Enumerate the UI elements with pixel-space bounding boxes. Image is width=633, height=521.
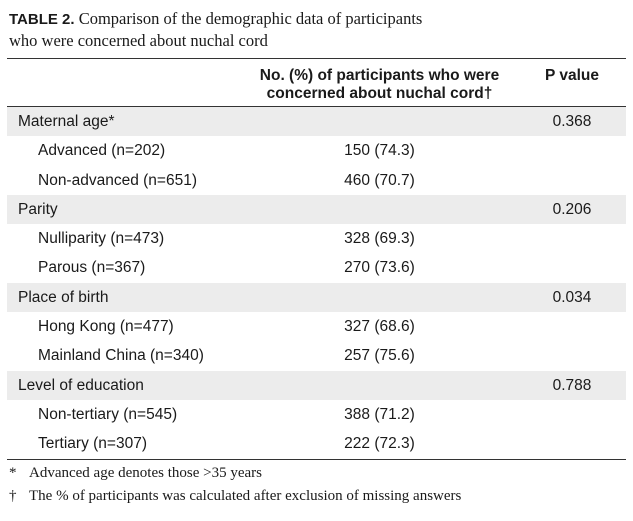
table-row: Tertiary (n=307) 222 (72.3) xyxy=(7,429,626,458)
table-row: Advanced (n=202) 150 (74.3) xyxy=(7,136,626,165)
caption-text-line1: Comparison of the demographic data of pa… xyxy=(74,9,423,28)
footnote-text: The % of participants was calculated aft… xyxy=(29,488,462,504)
row-label: Hong Kong (n=477) xyxy=(38,318,174,336)
table-row: Non-tertiary (n=545) 388 (71.2) xyxy=(7,400,626,429)
row-label: Parous (n=367) xyxy=(38,259,146,277)
table-caption: TABLE 2. Comparison of the demographic d… xyxy=(9,8,609,51)
footnote-2: † The % of participants was calculated af… xyxy=(9,486,619,506)
header-p-value: P value xyxy=(544,67,599,84)
header-count-line2: concerned about nuchal cord† xyxy=(266,85,493,102)
row-label: Tertiary (n=307) xyxy=(38,435,147,453)
header-count-column: No. (%) of participants who were concern… xyxy=(237,67,522,103)
table-group-row: Parity 0.206 xyxy=(7,194,626,225)
row-count: 270 (73.6) xyxy=(344,259,415,277)
row-count: 328 (69.3) xyxy=(344,230,415,248)
table-row: Mainland China (n=340) 257 (75.6) xyxy=(7,341,626,370)
row-p-value: 0.034 xyxy=(552,288,592,306)
footnote-symbol: * xyxy=(9,465,17,481)
row-p-value: 0.788 xyxy=(552,376,592,394)
table-group-row: Place of birth 0.034 xyxy=(7,282,626,313)
row-count: 257 (75.6) xyxy=(344,347,415,365)
row-label: Advanced (n=202) xyxy=(38,142,166,160)
table-group-row: Maternal age* 0.368 xyxy=(7,107,626,137)
row-count: 327 (68.6) xyxy=(344,318,415,336)
footnote-symbol: † xyxy=(9,488,17,504)
caption-text-line2: who were concerned about nuchal cord xyxy=(9,31,268,50)
table-row: Hong Kong (n=477) 327 (68.6) xyxy=(7,312,626,341)
row-label: Non-tertiary (n=545) xyxy=(38,405,178,423)
table-row: Non-advanced (n=651) 460 (70.7) xyxy=(7,166,626,195)
row-count: 460 (70.7) xyxy=(344,171,415,189)
row-label: Maternal age* xyxy=(18,113,115,130)
table-body: Maternal age* 0.368 Advanced (n=202) 150 (7… xyxy=(7,107,626,459)
row-label: Parity xyxy=(18,200,58,218)
row-count: 222 (72.3) xyxy=(344,435,415,453)
row-count: 388 (71.2) xyxy=(344,405,415,423)
table-row: Parous (n=367) 270 (73.6) xyxy=(7,253,626,282)
table-group-row: Level of education 0.788 xyxy=(7,370,626,400)
row-p-value: 0.206 xyxy=(552,200,592,218)
row-label: Nulliparity (n=473) xyxy=(38,230,165,248)
row-label: Mainland China (n=340) xyxy=(38,347,204,365)
header-count-line1: No. (%) of participants who were xyxy=(259,67,500,84)
row-label: Non-advanced (n=651) xyxy=(38,171,197,189)
row-label: Place of birth xyxy=(18,288,109,306)
row-count: 150 (74.3) xyxy=(344,142,415,160)
data-table: No. (%) of participants who were concern… xyxy=(7,58,626,460)
footnote-text: Advanced age denotes those >35 years xyxy=(29,465,262,481)
table-row: Nulliparity (n=473) 328 (69.3) xyxy=(7,224,626,253)
row-p-value: 0.368 xyxy=(552,113,592,130)
table-header: No. (%) of participants who were concern… xyxy=(7,59,626,107)
row-label: Level of education xyxy=(18,376,144,394)
footnote-1: * Advanced age denotes those >35 years xyxy=(9,463,619,483)
caption-label: TABLE 2. xyxy=(9,11,75,28)
